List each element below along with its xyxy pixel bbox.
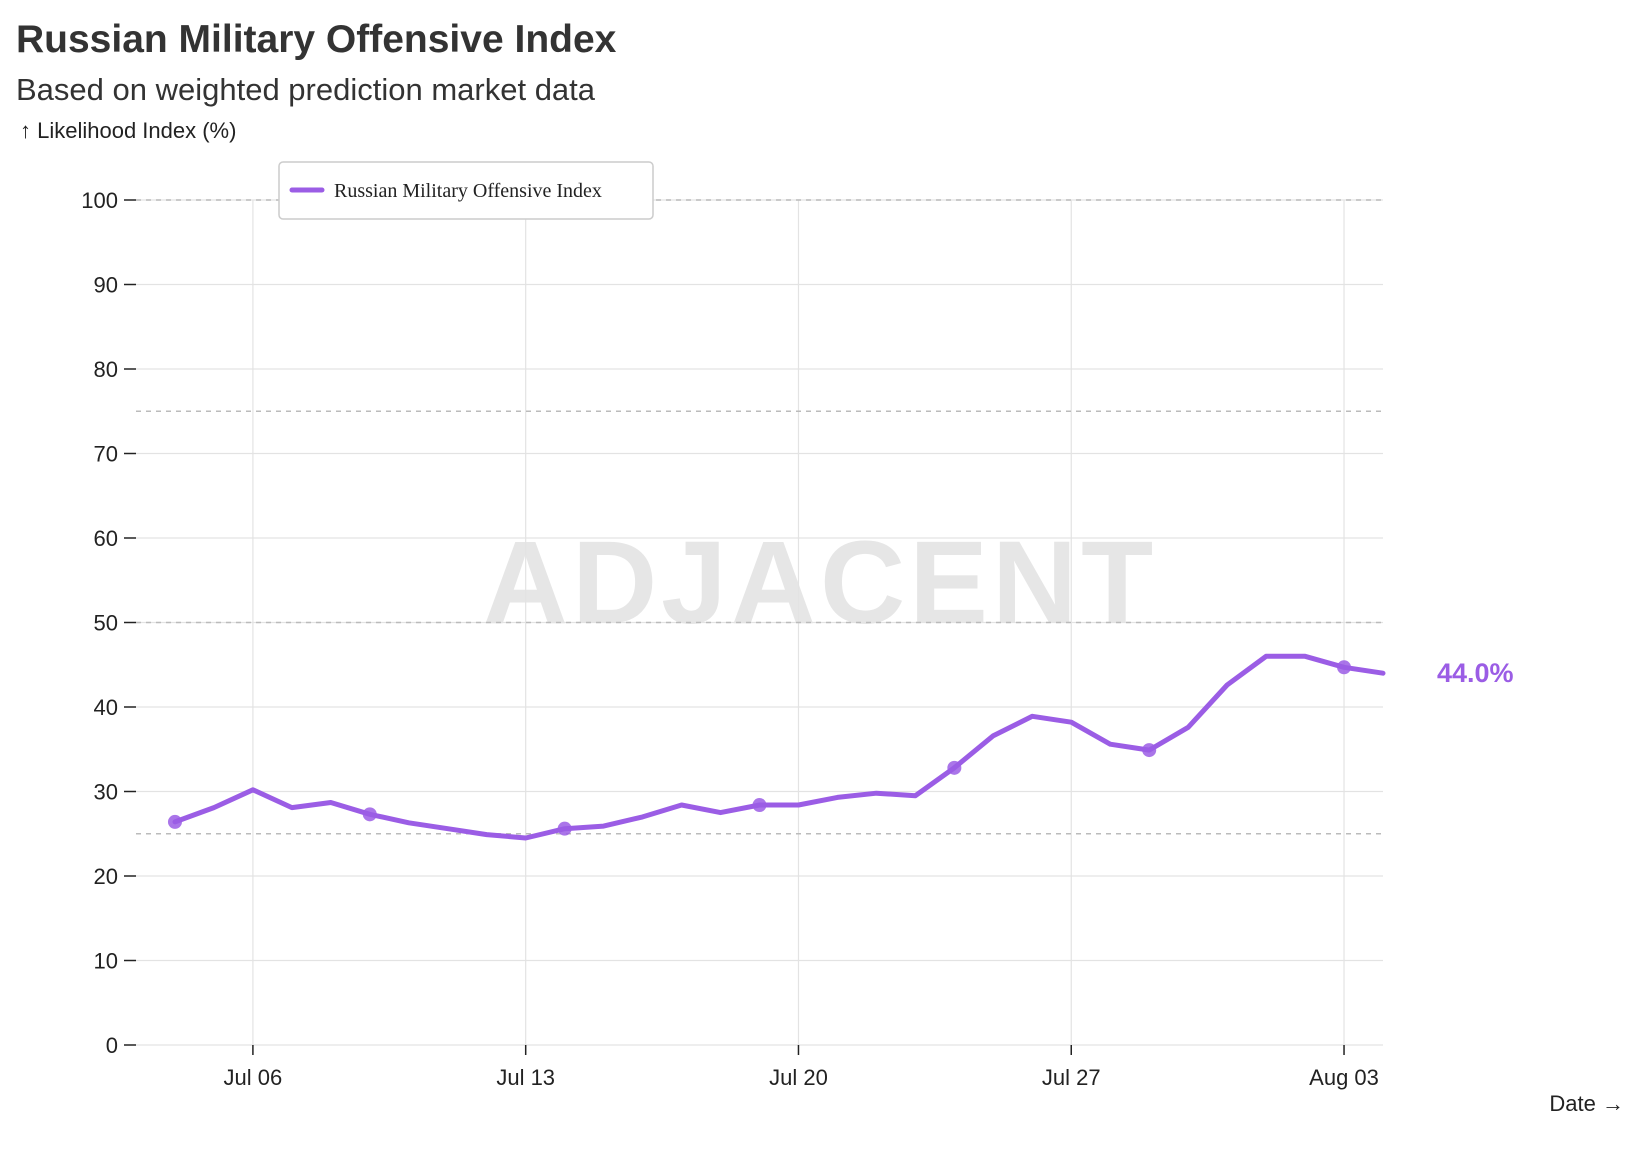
y-axis: 0 10 20 30 40 50 60 70 80 90 100 bbox=[81, 188, 136, 1058]
y-tick-label: 40 bbox=[94, 695, 118, 720]
y-axis-label: ↑ Likelihood Index (%) bbox=[20, 118, 236, 143]
x-axis-label: Date → bbox=[1549, 1091, 1624, 1116]
data-point[interactable] bbox=[947, 760, 962, 775]
y-tick-label: 0 bbox=[106, 1033, 118, 1058]
y-tick-label: 50 bbox=[94, 611, 118, 636]
chart-title: Russian Military Offensive Index bbox=[16, 18, 617, 61]
y-tick-label: 10 bbox=[94, 949, 118, 974]
data-point[interactable] bbox=[362, 807, 377, 822]
legend[interactable]: Russian Military Offensive Index bbox=[278, 161, 654, 220]
data-point[interactable] bbox=[167, 814, 182, 829]
series-line bbox=[172, 653, 1386, 841]
x-tick-label: Jul 06 bbox=[224, 1065, 283, 1090]
x-tick-label: Jul 27 bbox=[1042, 1065, 1101, 1090]
end-value-label: 44.0% bbox=[1437, 658, 1514, 688]
x-tick-label: Jul 20 bbox=[769, 1065, 828, 1090]
x-axis: Jul 06 Jul 13 Jul 20 Jul 27 Aug 03 bbox=[224, 1045, 1379, 1090]
legend-entry-label: Russian Military Offensive Index bbox=[334, 180, 602, 202]
series-layer: 44.0% bbox=[167, 653, 1514, 841]
y-tick-label: 70 bbox=[94, 442, 118, 467]
y-tick-label: 80 bbox=[94, 357, 118, 382]
y-tick-label: 20 bbox=[94, 864, 118, 889]
y-tick-label: 100 bbox=[81, 188, 118, 213]
y-tick-label: 60 bbox=[94, 526, 118, 551]
data-point[interactable] bbox=[557, 821, 572, 836]
reference-lines bbox=[136, 199, 1383, 835]
x-tick-label: Jul 13 bbox=[496, 1065, 555, 1090]
data-point[interactable] bbox=[752, 798, 767, 813]
watermark-text: ADJACENT bbox=[483, 517, 1158, 649]
y-tick-label: 30 bbox=[94, 780, 118, 805]
legend-box bbox=[278, 161, 654, 220]
data-point[interactable] bbox=[1337, 660, 1352, 675]
chart-subtitle: Based on weighted prediction market data bbox=[16, 72, 596, 107]
data-point[interactable] bbox=[1142, 743, 1157, 758]
y-tick-label: 90 bbox=[94, 273, 118, 298]
x-tick-label: Aug 03 bbox=[1309, 1065, 1379, 1090]
